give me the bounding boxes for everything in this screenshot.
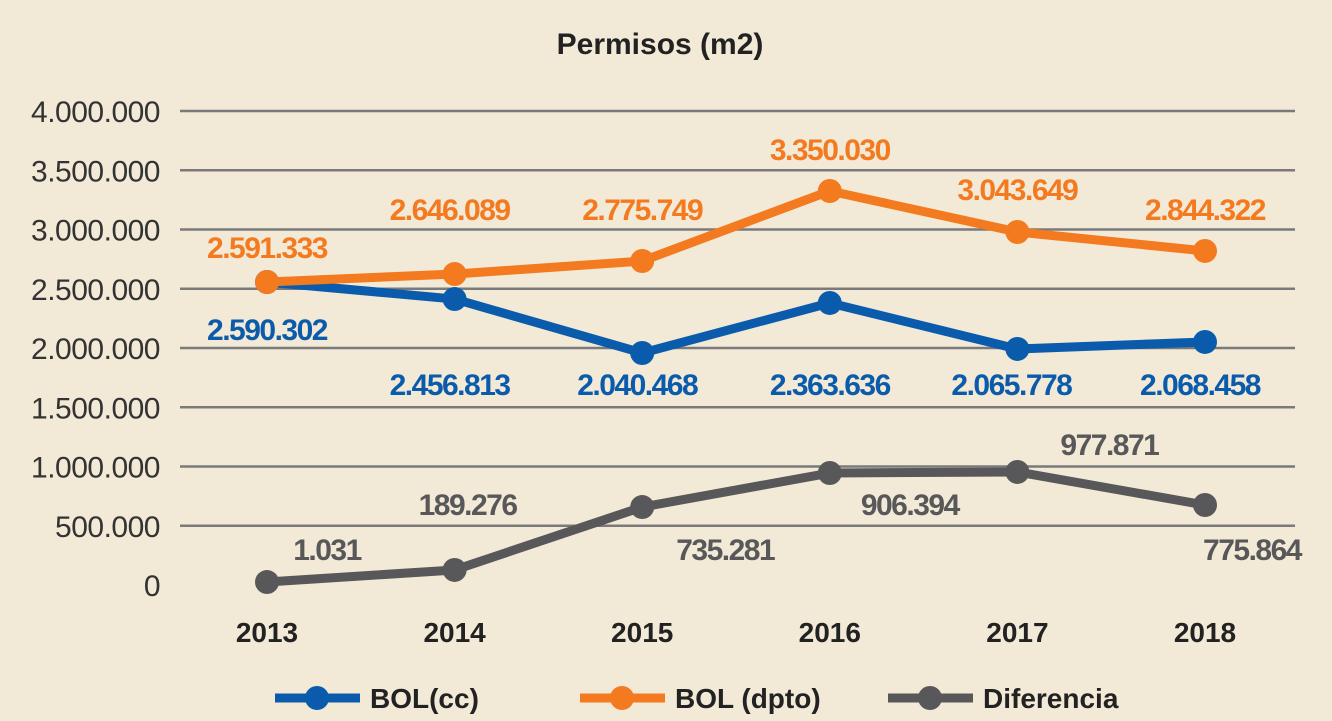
data-label: 2.591.333 [207, 232, 328, 265]
data-label: 2.775.749 [582, 194, 703, 227]
y-tick-label: 1.500.000 [31, 392, 160, 425]
data-label: 977.871 [1060, 429, 1159, 462]
data-point [817, 461, 842, 486]
data-label: 2.363.636 [770, 369, 891, 402]
data-label: 775.864 [1203, 534, 1303, 567]
x-tick-label: 2013 [236, 617, 298, 648]
data-point [1193, 329, 1217, 354]
data-point [255, 269, 279, 294]
y-tick-label: 500.000 [55, 511, 160, 544]
data-label: 735.281 [676, 534, 775, 567]
y-tick-label: 2.500.000 [31, 274, 160, 307]
chart-title: Permisos (m2) [557, 28, 764, 61]
legend-marker [610, 686, 634, 710]
legend-label: BOL(cc) [370, 683, 479, 714]
data-label: 2.844.322 [1145, 194, 1266, 227]
data-point [1005, 336, 1030, 361]
data-label: 2.065.778 [951, 369, 1072, 402]
y-tick-label: 3.000.000 [31, 215, 160, 248]
data-point [817, 178, 842, 203]
y-tick-label: 1.000.000 [31, 452, 160, 485]
data-point [817, 290, 842, 315]
data-point [442, 287, 467, 312]
data-point [630, 495, 655, 520]
x-tick-label: 2018 [1174, 617, 1236, 648]
data-label: 2.040.468 [577, 369, 698, 402]
series-line-BOL (dpto) [266, 186, 1206, 287]
y-tick-label: 4.000.000 [31, 96, 160, 129]
y-tick-label: 3.500.000 [31, 155, 160, 188]
series-line-Diferencia [266, 467, 1206, 587]
data-point [630, 249, 655, 274]
data-point [1005, 459, 1030, 484]
data-label: 1.031 [293, 534, 361, 567]
data-label: 2.646.089 [390, 194, 511, 227]
data-label: 189.276 [419, 489, 518, 522]
y-tick-label: 2.000.000 [31, 333, 160, 366]
data-point [1193, 493, 1217, 518]
series-line-BOL(cc) [266, 277, 1206, 358]
data-label: 3.043.649 [957, 174, 1078, 207]
legend-label: BOL (dpto) [675, 683, 821, 714]
data-label: 2.068.458 [1140, 369, 1261, 402]
data-point [255, 570, 279, 595]
data-point [630, 340, 655, 365]
legend-marker [918, 686, 942, 710]
data-point [442, 262, 467, 287]
x-tick-label: 2014 [423, 617, 486, 648]
data-point [1193, 238, 1217, 263]
data-point [442, 557, 467, 582]
x-tick-label: 2015 [611, 617, 673, 648]
data-label: 2.590.302 [207, 314, 328, 347]
x-tick-label: 2017 [986, 617, 1048, 648]
data-label: 2.456.813 [390, 369, 511, 402]
legend-marker [305, 686, 329, 710]
y-tick-label: 0 [144, 570, 160, 603]
data-point [1005, 219, 1030, 244]
data-label: 3.350.030 [770, 134, 891, 167]
data-label: 906.394 [861, 489, 961, 522]
x-tick-label: 2016 [799, 617, 861, 648]
legend-label: Diferencia [983, 683, 1119, 714]
